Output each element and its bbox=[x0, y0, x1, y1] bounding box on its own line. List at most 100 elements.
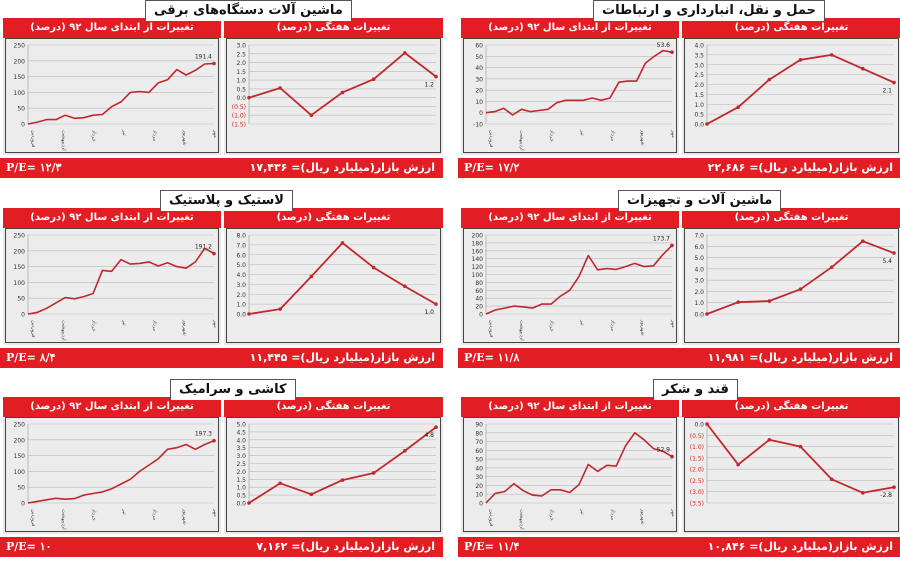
svg-text:50: 50 bbox=[17, 106, 25, 113]
sector-panel-electrical: ماشین آلات دستگاه‌های برقی تغییرات از اب… bbox=[0, 0, 443, 185]
svg-text:فروردین: فروردین bbox=[30, 509, 36, 527]
svg-text:250: 250 bbox=[14, 233, 26, 240]
sector-footer: ارزش بازار(میلیارد ریال)= ۲۲,۶۸۶ P/E= ۱۷… bbox=[458, 158, 900, 178]
sector-footer: ارزش بازار(میلیارد ریال)= ۷,۱۶۲ P/E= ۱۰ bbox=[0, 537, 443, 557]
svg-text:(1.5): (1.5) bbox=[232, 122, 246, 129]
svg-text:120: 120 bbox=[472, 264, 484, 271]
svg-text:50: 50 bbox=[17, 296, 25, 303]
svg-text:2.5: 2.5 bbox=[236, 51, 246, 58]
svg-text:5.0: 5.0 bbox=[694, 255, 704, 262]
market-value: ارزش بازار(میلیارد ریال)= ۱۱,۹۸۱ bbox=[707, 351, 893, 364]
ytd-chart: تغییرات از ابتدای سال ۹۲ (درصد) 0 50 100 15… bbox=[3, 397, 221, 534]
svg-text:5.0: 5.0 bbox=[236, 422, 246, 429]
svg-text:تیر: تیر bbox=[121, 129, 127, 136]
svg-text:مرداد: مرداد bbox=[609, 320, 615, 332]
svg-text:30: 30 bbox=[475, 76, 483, 83]
sector-title: ماشین آلات دستگاه‌های برقی bbox=[145, 0, 352, 21]
svg-text:4.0: 4.0 bbox=[236, 437, 246, 444]
svg-text:مهر: مهر bbox=[212, 508, 218, 517]
sector-title: حمل و نقل، انبارداری و ارتباطات bbox=[593, 0, 825, 21]
weekly-chart-header: تغییرات هفتگی (درصد) bbox=[224, 18, 443, 38]
svg-text:20: 20 bbox=[475, 483, 483, 490]
svg-text:3.5: 3.5 bbox=[236, 445, 246, 452]
sector-panel-machinery: ماشین آلات و تجهیزات تغییرات از ابتدای س… bbox=[458, 190, 900, 375]
svg-text:-2.8: -2.8 bbox=[880, 492, 892, 499]
svg-text:خرداد: خرداد bbox=[549, 320, 555, 332]
svg-text:مرداد: مرداد bbox=[609, 130, 615, 142]
sector-panel-rubber: لاستیک و پلاستیک تغییرات از ابتدای سال ۹… bbox=[0, 190, 443, 375]
weekly-chart-header: تغییرات هفتگی (درصد) bbox=[682, 18, 900, 38]
svg-text:(1.5): (1.5) bbox=[690, 455, 704, 462]
svg-text:خرداد: خرداد bbox=[549, 509, 555, 521]
svg-text:خرداد: خرداد bbox=[91, 130, 97, 142]
svg-text:20: 20 bbox=[475, 304, 483, 311]
svg-text:0.0: 0.0 bbox=[236, 95, 246, 102]
svg-text:150: 150 bbox=[14, 453, 26, 460]
svg-text:250: 250 bbox=[14, 422, 26, 429]
svg-text:تیر: تیر bbox=[579, 319, 585, 326]
svg-text:0.5: 0.5 bbox=[694, 112, 704, 119]
weekly-line-chart: 0.0 1.0 2.0 3.0 4.0 5.0 6.0 7.0 5.4 bbox=[694, 233, 896, 319]
svg-text:90: 90 bbox=[475, 422, 483, 429]
svg-text:191.2: 191.2 bbox=[195, 244, 212, 251]
weekly-chart-header: تغییرات هفتگی (درصد) bbox=[682, 208, 900, 228]
svg-text:اردیبهشت: اردیبهشت bbox=[60, 130, 66, 151]
svg-text:40: 40 bbox=[475, 65, 483, 72]
svg-text:0.0: 0.0 bbox=[236, 312, 246, 319]
ytd-chart-header: تغییرات از ابتدای سال ۹۲ (درصد) bbox=[3, 18, 221, 38]
weekly-line-chart: (1.5) (1.0) (0.5) 0.0 0.51.0 1.5 2.0 2.53.0 1.2 bbox=[232, 43, 438, 129]
pe-ratio: P/E= ۱۲/۳ bbox=[6, 161, 62, 174]
svg-text:0: 0 bbox=[479, 110, 483, 117]
ytd-plot-area: 0 50 100 150 200 250 191.4 فروردین اردیبهشت خرداد… bbox=[5, 38, 219, 153]
svg-text:6.0: 6.0 bbox=[694, 244, 704, 251]
weekly-chart: تغییرات هفتگی (درصد) 0.0 1.0 2.0 3.0 4.0 5.0 6… bbox=[682, 208, 900, 345]
ytd-plot-area: 0 50 100 150 200 250 197.3 فروردین اردیبهشت خرداد… bbox=[5, 417, 219, 532]
pe-ratio: P/E= ۱۷/۲ bbox=[464, 161, 520, 174]
svg-text:مرداد: مرداد bbox=[609, 509, 615, 521]
svg-text:مهر: مهر bbox=[212, 129, 218, 138]
ytd-chart-header: تغییرات از ابتدای سال ۹۲ (درصد) bbox=[461, 208, 679, 228]
svg-text:250: 250 bbox=[14, 43, 26, 50]
svg-text:مهر: مهر bbox=[212, 319, 218, 328]
svg-text:(3.5): (3.5) bbox=[690, 501, 704, 508]
svg-text:150: 150 bbox=[14, 264, 26, 271]
sector-title: کاشی و سرامیک bbox=[170, 379, 296, 400]
svg-text:191.4: 191.4 bbox=[195, 54, 212, 61]
svg-text:2.0: 2.0 bbox=[694, 289, 704, 296]
svg-text:0: 0 bbox=[21, 501, 25, 508]
svg-text:7.0: 7.0 bbox=[236, 242, 246, 249]
svg-text:1.5: 1.5 bbox=[236, 477, 246, 484]
ytd-plot-area: -10 0 10 20 30 40 50 60 53.6 فروردین اردیبهشت خرداد… bbox=[463, 38, 677, 153]
svg-text:2.0: 2.0 bbox=[236, 60, 246, 67]
ytd-chart-header: تغییرات از ابتدای سال ۹۲ (درصد) bbox=[3, 208, 221, 228]
svg-text:6.0: 6.0 bbox=[236, 252, 246, 259]
svg-text:2.0: 2.0 bbox=[236, 469, 246, 476]
svg-text:0: 0 bbox=[479, 501, 483, 508]
svg-text:4.8: 4.8 bbox=[424, 432, 434, 439]
weekly-plot-area: 0.0 1.0 2.0 3.0 4.0 5.0 6.0 7.0 5.4 bbox=[684, 228, 899, 343]
svg-text:80: 80 bbox=[475, 430, 483, 437]
svg-text:1.5: 1.5 bbox=[694, 92, 704, 99]
weekly-chart: تغییرات هفتگی (درصد) 0.0 0.5 1.0 1.5 2.0 2.5 3… bbox=[682, 18, 900, 155]
svg-text:200: 200 bbox=[14, 248, 26, 255]
svg-text:مرداد: مرداد bbox=[151, 320, 157, 332]
svg-text:0: 0 bbox=[479, 312, 483, 319]
weekly-chart: تغییرات هفتگی (درصد) 0.0 1.0 2.0 3.0 4.0 5.0 6… bbox=[224, 208, 443, 345]
weekly-plot-area: 0.0 1.0 2.0 3.0 4.0 5.0 6.0 7.0 8.0 1.0 bbox=[226, 228, 441, 343]
weekly-line-chart: 0.0 0.5 1.0 1.5 2.0 2.5 3.0 3.5 4.0 2.1 bbox=[694, 43, 896, 129]
svg-text:80: 80 bbox=[475, 280, 483, 287]
ytd-chart-header: تغییرات از ابتدای سال ۹۲ (درصد) bbox=[3, 397, 221, 417]
svg-text:3.0: 3.0 bbox=[694, 278, 704, 285]
sector-footer: ارزش بازار(میلیارد ریال)= ۱۱,۹۸۱ P/E= ۱۱… bbox=[458, 348, 900, 368]
svg-text:1.0: 1.0 bbox=[236, 302, 246, 309]
ytd-chart: تغییرات از ابتدای سال ۹۲ (درصد) 0 50 100 15… bbox=[3, 18, 221, 155]
svg-text:(1.0): (1.0) bbox=[232, 113, 246, 120]
ytd-line-chart: 0 50 100 150 200 250 197.3 فروردین اردیبهشت خرداد… bbox=[14, 422, 218, 530]
svg-text:100: 100 bbox=[14, 90, 26, 97]
svg-text:197.3: 197.3 bbox=[195, 431, 212, 438]
svg-text:شهریور: شهریور bbox=[640, 129, 646, 146]
svg-text:تیر: تیر bbox=[579, 129, 585, 136]
weekly-chart: تغییرات هفتگی (درصد) (3.5) (3.0) (2.5) (2.0… bbox=[682, 397, 900, 534]
